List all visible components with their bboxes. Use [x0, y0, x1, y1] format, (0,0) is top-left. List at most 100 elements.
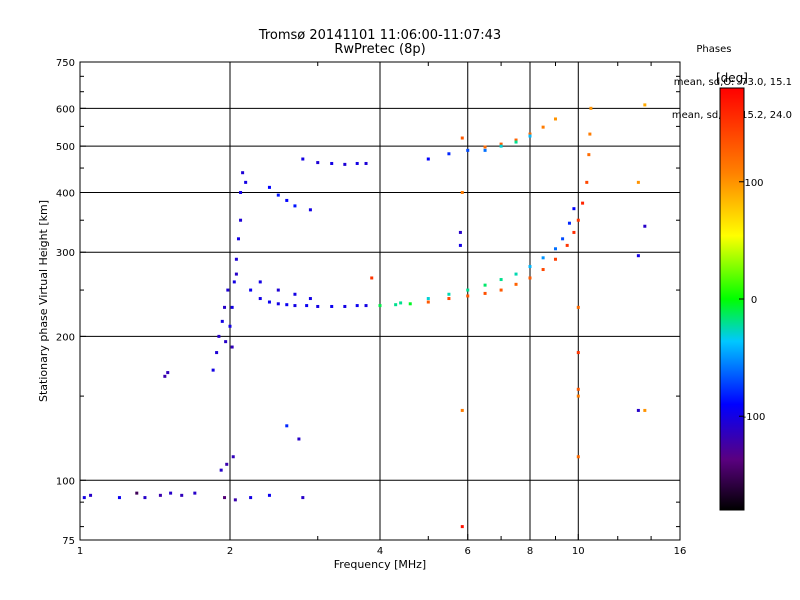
data-point	[636, 254, 640, 258]
data-point	[460, 408, 464, 412]
data-point	[643, 103, 647, 107]
data-point	[528, 276, 532, 280]
data-point	[166, 371, 170, 375]
data-point	[225, 462, 229, 466]
data-point	[211, 368, 215, 372]
x-tick-label: 16	[674, 546, 687, 557]
data-point	[276, 193, 280, 197]
data-point	[232, 280, 236, 284]
chart-subtitle: RwPretec (8p)	[334, 42, 426, 57]
data-point	[293, 304, 297, 308]
y-tick-label: 500	[56, 142, 75, 153]
data-point	[528, 265, 532, 269]
data-point	[528, 134, 532, 138]
data-point	[581, 201, 585, 205]
data-point	[355, 161, 359, 165]
colorbar-label: [deg]	[716, 71, 748, 85]
data-point	[239, 190, 243, 194]
data-point	[236, 237, 240, 241]
data-point	[364, 161, 368, 165]
data-point	[466, 148, 470, 152]
data-point	[643, 408, 647, 412]
data-point	[561, 237, 565, 241]
x-tick-label: 1	[77, 546, 83, 557]
data-point	[576, 218, 580, 222]
data-point	[514, 140, 518, 144]
data-point	[234, 257, 238, 261]
x-tick-label: 10	[572, 546, 585, 557]
data-point	[82, 496, 86, 500]
data-point	[169, 491, 173, 495]
data-point	[89, 493, 93, 497]
data-point	[364, 304, 368, 308]
data-point	[226, 288, 230, 292]
data-point	[426, 297, 430, 301]
data-point	[316, 304, 320, 308]
data-point	[330, 161, 334, 165]
data-point	[249, 496, 253, 500]
data-point	[355, 304, 359, 308]
data-point	[343, 304, 347, 308]
data-point	[460, 525, 464, 529]
data-point	[234, 272, 238, 276]
data-point	[528, 132, 532, 136]
y-tick-label: 750	[56, 58, 75, 69]
data-point	[572, 230, 576, 234]
data-point	[483, 145, 487, 149]
data-point	[643, 224, 647, 228]
axes: 1 2 4 6 8 10 16 75 100 200 300 400 500 600 750 Frequenc…	[37, 58, 686, 571]
data-point	[426, 300, 430, 304]
data-point	[223, 305, 227, 309]
data-point	[585, 180, 589, 184]
data-point	[117, 496, 121, 500]
data-point	[267, 493, 271, 497]
data-point	[460, 190, 464, 194]
data-point	[483, 291, 487, 295]
data-point	[301, 496, 305, 500]
data-point	[483, 148, 487, 152]
data-point	[499, 142, 503, 146]
data-point	[285, 424, 289, 428]
y-tick-label: 400	[56, 188, 75, 199]
x-tick-label: 2	[227, 546, 233, 557]
data-point	[228, 324, 232, 328]
data-point	[297, 437, 301, 441]
data-point	[576, 305, 580, 309]
data-point	[370, 276, 374, 280]
data-point	[460, 136, 464, 140]
data-point	[230, 305, 234, 309]
data-point	[576, 387, 580, 391]
phases-x-stats: mean, sd,X: 115.2, 24.0	[671, 110, 792, 121]
data-point	[258, 280, 262, 284]
data-point	[158, 493, 162, 497]
x-tick-label: 4	[377, 546, 383, 557]
grid-lines	[80, 62, 680, 540]
data-point	[220, 319, 224, 323]
data-point	[514, 138, 518, 142]
data-point	[447, 297, 451, 301]
data-point	[308, 297, 312, 301]
data-point	[589, 106, 593, 110]
data-point	[258, 297, 262, 301]
data-point	[241, 171, 245, 175]
data-point	[514, 282, 518, 286]
y-tick-label: 600	[56, 104, 75, 115]
data-point	[343, 162, 347, 166]
y-tick-label: 75	[62, 536, 75, 547]
data-point	[276, 288, 280, 292]
data-point	[483, 283, 487, 287]
data-point	[514, 272, 518, 276]
data-points	[82, 103, 647, 529]
data-point	[135, 491, 139, 495]
chart-title: Tromsø 20141101 11:06:00-11:07:43	[258, 28, 502, 43]
data-point	[224, 340, 228, 344]
data-point	[249, 288, 253, 292]
data-point	[567, 221, 571, 225]
x-tick-label: 8	[527, 546, 533, 557]
data-point	[458, 230, 462, 234]
x-tick-label: 6	[465, 546, 471, 557]
data-point	[576, 455, 580, 459]
data-point	[426, 157, 430, 161]
